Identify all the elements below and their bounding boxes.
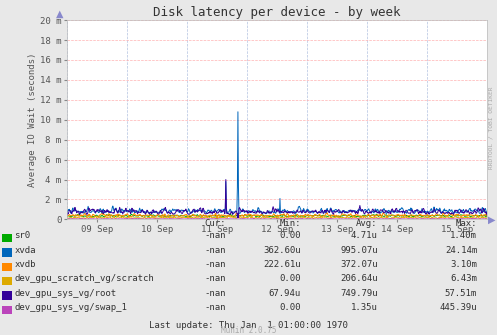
Text: 3.10m: 3.10m [450, 260, 477, 269]
Text: -nan: -nan [205, 246, 226, 255]
Text: Avg:: Avg: [356, 219, 378, 228]
Text: dev_gpu_sys_vg/root: dev_gpu_sys_vg/root [14, 289, 116, 298]
Text: -nan: -nan [205, 274, 226, 283]
Text: -nan: -nan [205, 303, 226, 312]
Text: ▲: ▲ [56, 9, 64, 19]
Text: 1.35u: 1.35u [351, 303, 378, 312]
Text: 372.07u: 372.07u [340, 260, 378, 269]
Text: Cur:: Cur: [205, 219, 226, 228]
Text: Max:: Max: [456, 219, 477, 228]
Text: ▶: ▶ [489, 214, 496, 224]
Title: Disk latency per device - by week: Disk latency per device - by week [154, 6, 401, 19]
Text: -nan: -nan [205, 231, 226, 240]
Text: RRDTOOL / TOBI OETIKER: RRDTOOL / TOBI OETIKER [489, 86, 494, 169]
Y-axis label: Average IO Wait (seconds): Average IO Wait (seconds) [28, 53, 37, 187]
Text: 995.07u: 995.07u [340, 246, 378, 255]
Text: 749.79u: 749.79u [340, 289, 378, 298]
Text: 0.00: 0.00 [279, 303, 301, 312]
Text: dev_gpu_sys_vg/swap_1: dev_gpu_sys_vg/swap_1 [14, 303, 127, 312]
Text: dev_gpu_scratch_vg/scratch: dev_gpu_scratch_vg/scratch [14, 274, 154, 283]
Text: 4.71u: 4.71u [351, 231, 378, 240]
Text: 1.40m: 1.40m [450, 231, 477, 240]
Text: 222.61u: 222.61u [263, 260, 301, 269]
Text: xvda: xvda [14, 246, 36, 255]
Text: Munin 2.0.75: Munin 2.0.75 [221, 326, 276, 335]
Text: 24.14m: 24.14m [445, 246, 477, 255]
Text: Last update: Thu Jan  1 01:00:00 1970: Last update: Thu Jan 1 01:00:00 1970 [149, 321, 348, 330]
Text: 6.43m: 6.43m [450, 274, 477, 283]
Text: 0.00: 0.00 [279, 274, 301, 283]
Text: xvdb: xvdb [14, 260, 36, 269]
Text: sr0: sr0 [14, 231, 30, 240]
Text: -nan: -nan [205, 289, 226, 298]
Text: 445.39u: 445.39u [439, 303, 477, 312]
Text: 67.94u: 67.94u [268, 289, 301, 298]
Text: 57.51m: 57.51m [445, 289, 477, 298]
Text: -nan: -nan [205, 260, 226, 269]
Text: 206.64u: 206.64u [340, 274, 378, 283]
Text: 362.60u: 362.60u [263, 246, 301, 255]
Text: 0.00: 0.00 [279, 231, 301, 240]
Text: Min:: Min: [279, 219, 301, 228]
